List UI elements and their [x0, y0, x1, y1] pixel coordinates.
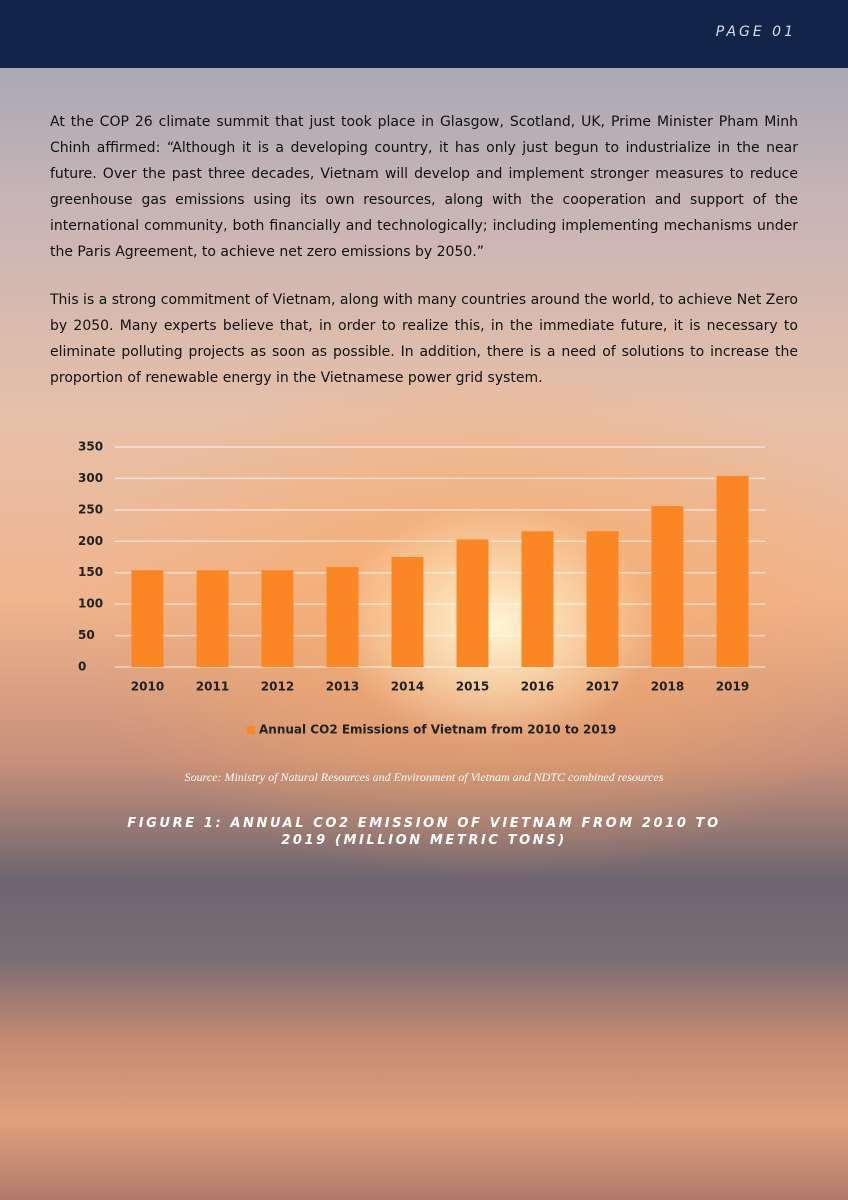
bar	[326, 567, 359, 667]
y-tick-label: 350	[78, 440, 103, 454]
y-tick-label: 50	[78, 628, 95, 642]
header-bar: PAGE 01	[0, 0, 848, 68]
bar	[131, 570, 164, 667]
x-tick-label: 2012	[261, 680, 294, 694]
y-tick-label: 200	[78, 534, 103, 548]
page-number: PAGE 01	[715, 24, 796, 40]
y-tick-label: 150	[78, 565, 103, 579]
y-tick-label: 0	[78, 660, 86, 674]
bar	[196, 570, 229, 667]
bar	[261, 570, 294, 667]
x-tick-label: 2011	[196, 680, 229, 694]
y-tick-label: 250	[78, 502, 103, 516]
y-tick-label: 100	[78, 597, 103, 611]
paragraph: At the COP 26 climate summit that just t…	[50, 114, 798, 260]
bar	[716, 475, 749, 667]
bar	[456, 539, 489, 667]
x-tick-label: 2019	[716, 680, 749, 694]
bar	[651, 506, 684, 667]
chart: 0 50 100 150 200 250 300 350 2010 2011 2012 2013 201…	[78, 440, 765, 737]
bar	[586, 531, 619, 667]
x-tick-label: 2017	[586, 680, 619, 694]
y-tick-label: 300	[78, 471, 103, 485]
bar	[521, 531, 554, 667]
x-tick-label: 2014	[391, 680, 424, 694]
bar	[391, 557, 424, 667]
x-tick-label: 2010	[131, 680, 164, 694]
x-tick-label: 2013	[326, 680, 359, 694]
legend-swatch	[247, 726, 255, 734]
source-note: Source: Ministry of Natural Resources an…	[184, 770, 664, 784]
x-tick-label: 2015	[456, 680, 489, 694]
x-tick-label: 2016	[521, 680, 554, 694]
x-tick-label: 2018	[651, 680, 684, 694]
paragraph: This is a strong commitment of Vietnam, …	[50, 292, 798, 386]
legend-label: Annual CO2 Emissions of Vietnam from 201…	[259, 723, 616, 737]
figure-caption: FIGURE 1: ANNUAL CO2 EMISSION OF VIETNAM…	[127, 816, 721, 848]
